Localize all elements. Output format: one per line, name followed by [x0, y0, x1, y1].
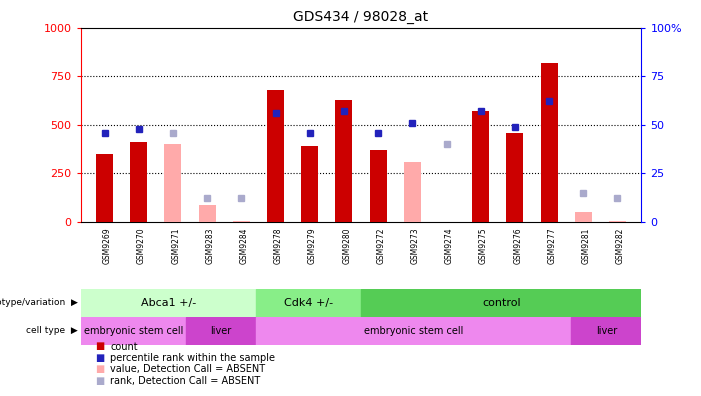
Bar	[369, 150, 387, 222]
Text: cell type  ▶: cell type ▶	[27, 326, 79, 335]
Bar	[301, 146, 318, 222]
Bar	[256, 289, 361, 317]
Bar	[267, 90, 284, 222]
Text: GSM9280: GSM9280	[342, 227, 351, 264]
Bar	[165, 144, 182, 222]
Bar	[335, 99, 353, 222]
Text: GSM9276: GSM9276	[513, 227, 522, 264]
Text: liver: liver	[210, 326, 231, 336]
Text: GSM9274: GSM9274	[445, 227, 454, 264]
Text: ■: ■	[95, 353, 104, 363]
Text: ■: ■	[95, 376, 104, 386]
Text: Cdk4 +/-: Cdk4 +/-	[284, 298, 333, 308]
Bar	[198, 205, 216, 222]
Text: control: control	[482, 298, 521, 308]
Text: GSM9284: GSM9284	[240, 227, 249, 264]
Text: Abca1 +/-: Abca1 +/-	[141, 298, 196, 308]
Text: GSM9281: GSM9281	[582, 227, 590, 263]
Text: GSM9271: GSM9271	[171, 227, 180, 264]
Text: GSM9282: GSM9282	[615, 227, 625, 263]
Text: GSM9275: GSM9275	[479, 227, 488, 264]
Text: GSM9278: GSM9278	[274, 227, 283, 264]
Text: ■: ■	[95, 341, 104, 352]
Text: rank, Detection Call = ABSENT: rank, Detection Call = ABSENT	[110, 376, 260, 386]
Text: GSM9279: GSM9279	[308, 227, 317, 264]
Text: GSM9277: GSM9277	[547, 227, 557, 264]
Bar	[96, 154, 113, 222]
Bar	[256, 317, 571, 345]
Bar	[361, 289, 641, 317]
Bar	[233, 221, 250, 222]
Bar	[575, 212, 592, 222]
Bar	[130, 142, 147, 222]
Text: genotype/variation  ▶: genotype/variation ▶	[0, 299, 79, 307]
Bar	[609, 221, 626, 222]
Text: GSM9270: GSM9270	[137, 227, 146, 264]
Text: GSM9273: GSM9273	[411, 227, 420, 264]
Text: embryonic stem cell: embryonic stem cell	[364, 326, 463, 336]
Text: GSM9269: GSM9269	[103, 227, 112, 264]
Bar	[186, 317, 256, 345]
Bar	[81, 289, 256, 317]
Bar	[571, 317, 641, 345]
Bar	[540, 63, 557, 222]
Bar	[404, 162, 421, 222]
Text: percentile rank within the sample: percentile rank within the sample	[110, 353, 275, 363]
Bar	[472, 111, 489, 222]
Bar	[81, 317, 186, 345]
Text: embryonic stem cell: embryonic stem cell	[83, 326, 183, 336]
Text: GSM9272: GSM9272	[376, 227, 386, 264]
Text: ■: ■	[95, 364, 104, 374]
Text: liver: liver	[596, 326, 617, 336]
Text: count: count	[110, 341, 137, 352]
Title: GDS434 / 98028_at: GDS434 / 98028_at	[294, 10, 428, 24]
Text: value, Detection Call = ABSENT: value, Detection Call = ABSENT	[110, 364, 265, 374]
Text: GSM9283: GSM9283	[205, 227, 215, 264]
Bar	[506, 133, 524, 222]
